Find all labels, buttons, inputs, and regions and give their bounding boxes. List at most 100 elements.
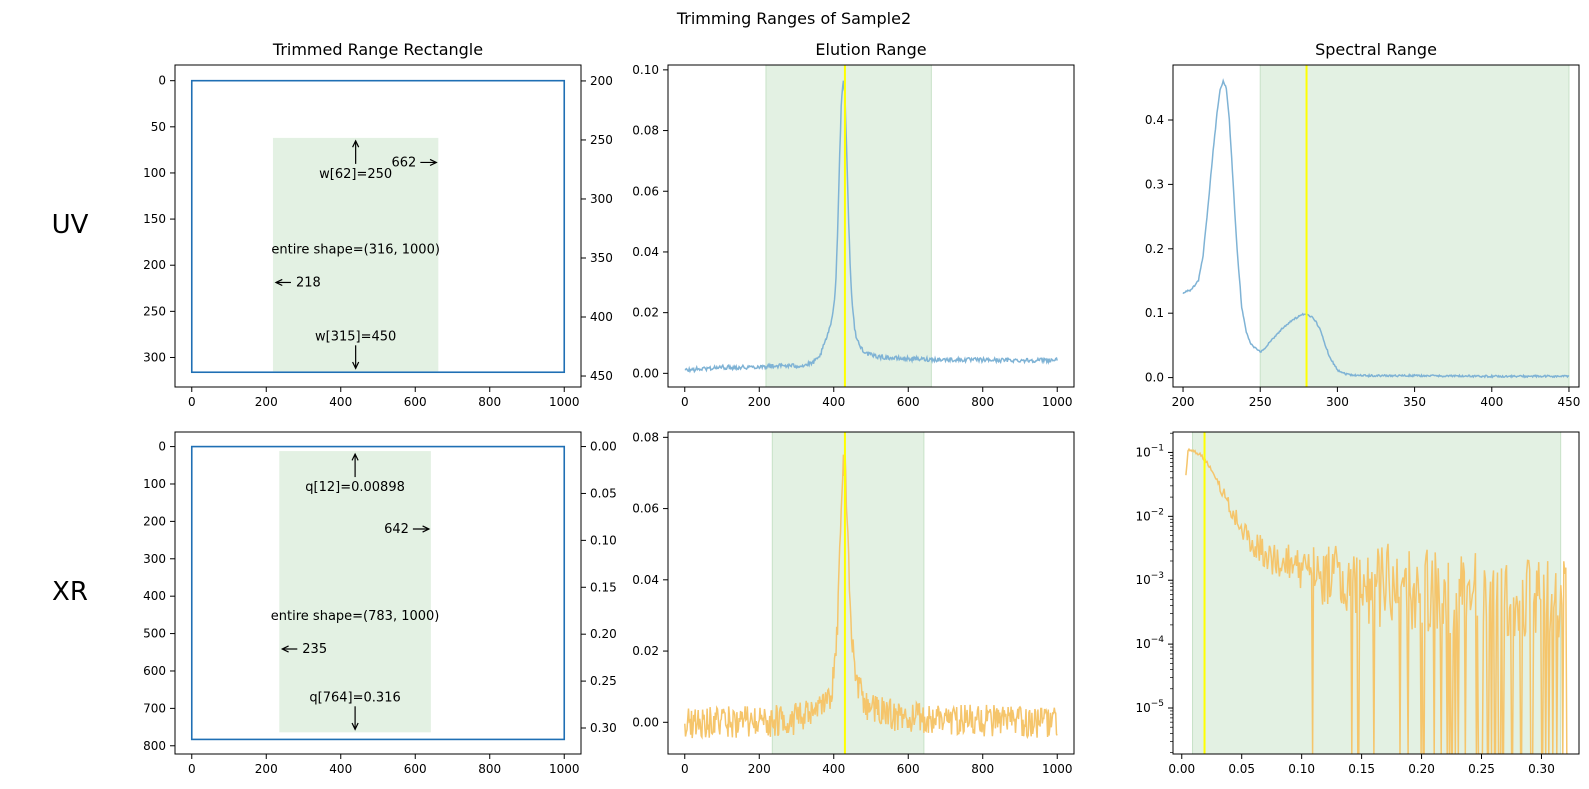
top-arrow-head <box>352 139 360 148</box>
bottom-arrow-head <box>351 722 359 731</box>
x-tick-label: 0 <box>681 395 689 409</box>
y-tick-label: 0.04 <box>632 573 659 587</box>
xr-rectangle-panel: q[12]=0.00898 q[764]=0.316 642 entire shape… <box>143 431 617 776</box>
y-tick-label: 0.3 <box>1145 177 1164 191</box>
axes-frame <box>667 64 1075 388</box>
left-arrow-head <box>280 645 289 653</box>
axes-frame <box>1172 431 1580 755</box>
y-tick-exponent: −3 <box>1151 571 1164 581</box>
right-tick-label: 0.20 <box>590 627 617 641</box>
right-tick-label: 200 <box>590 74 613 88</box>
y-tick-exponent: −5 <box>1151 699 1164 709</box>
y-tick-label: 0 <box>158 74 166 88</box>
x-tick-label: 200 <box>255 395 278 409</box>
x-tick-label: 600 <box>404 395 427 409</box>
right-tick-label: 0.10 <box>590 533 617 547</box>
selected-range-band <box>1192 431 1562 755</box>
axes-frame <box>174 431 582 755</box>
x-tick-label: 1000 <box>1042 395 1073 409</box>
left-edge-label: 218 <box>296 275 321 290</box>
y-tick-label: 0.0 <box>1145 371 1164 385</box>
uv-rectangle-panel: Trimmed Range Rectangle w[62]=250 w[315]=4… <box>143 40 613 409</box>
y-tick-label: 250 <box>143 304 166 318</box>
y-tick-label: 300 <box>143 350 166 364</box>
y-tick-base: 10 <box>1135 509 1150 523</box>
right-arrow-head <box>422 525 431 533</box>
row-label-uv: UV <box>52 210 89 240</box>
x-tick-label: 300 <box>1326 395 1349 409</box>
selected-range-band <box>771 431 925 755</box>
x-tick-label: 1000 <box>549 395 580 409</box>
trimmed-range-rect <box>279 451 431 733</box>
right-arrow-head <box>429 158 438 167</box>
right-edge-label: 662 <box>392 155 417 170</box>
y-tick-label: 500 <box>143 627 166 641</box>
y-tick-label: 10−3 <box>1135 571 1164 587</box>
right-tick-label: 0.15 <box>590 580 617 594</box>
x-tick-label: 0.10 <box>1288 762 1315 776</box>
x-tick-label: 450 <box>1558 395 1581 409</box>
panel-title: Spectral Range <box>1315 40 1437 59</box>
y-tick-exponent: −4 <box>1151 635 1165 645</box>
left-arrow-head <box>274 278 283 287</box>
right-tick-label: 0.00 <box>590 440 617 454</box>
y-tick-label: 10−5 <box>1135 699 1164 715</box>
data-series-line <box>1182 78 1570 379</box>
y-tick-label: 0.02 <box>632 644 659 658</box>
data-series-line <box>684 80 1058 374</box>
y-tick-base: 10 <box>1135 445 1150 459</box>
x-tick-label: 0.30 <box>1528 762 1555 776</box>
x-tick-label: 600 <box>897 395 920 409</box>
x-tick-label: 400 <box>329 762 352 776</box>
xr-spectral-panel: 0.00 0.05 0.10 0.15 0.20 0.25 0.3010−510−410−3… <box>1135 431 1580 776</box>
y-tick-label: 0.10 <box>632 63 659 77</box>
y-tick-exponent: −1 <box>1151 443 1164 453</box>
entire-shape-label: entire shape=(316, 1000) <box>271 242 440 257</box>
y-tick-label: 0.1 <box>1145 306 1164 320</box>
x-tick-label: 250 <box>1249 395 1272 409</box>
right-tick-label: 450 <box>590 369 613 383</box>
y-tick-label: 0.00 <box>632 366 659 380</box>
y-tick-label: 400 <box>143 589 166 603</box>
right-tick-label: 350 <box>590 251 613 265</box>
x-tick-label: 0.00 <box>1168 762 1195 776</box>
y-tick-label: 0.02 <box>632 306 659 320</box>
x-tick-label: 800 <box>478 395 501 409</box>
y-tick-label: 100 <box>143 166 166 180</box>
data-series-line <box>684 448 1058 740</box>
right-tick-label: 250 <box>590 133 613 147</box>
y-tick-base: 10 <box>1135 573 1150 587</box>
x-tick-label: 1000 <box>1042 762 1073 776</box>
row-label-xr: XR <box>52 577 88 607</box>
y-tick-label: 0.00 <box>632 715 659 729</box>
x-tick-label: 200 <box>255 762 278 776</box>
y-tick-label: 100 <box>143 477 166 491</box>
x-tick-label: 350 <box>1403 395 1426 409</box>
y-tick-label: 0.4 <box>1145 113 1164 127</box>
y-tick-label: 600 <box>143 664 166 678</box>
y-tick-label: 0.08 <box>632 124 659 138</box>
y-tick-label: 700 <box>143 701 166 715</box>
right-tick-label: 0.25 <box>590 674 617 688</box>
y-tick-label: 150 <box>143 212 166 226</box>
trimmed-range-rect <box>272 137 439 372</box>
x-tick-label: 600 <box>897 762 920 776</box>
y-tick-label: 200 <box>143 258 166 272</box>
x-tick-label: 0.25 <box>1468 762 1495 776</box>
x-tick-label: 800 <box>971 762 994 776</box>
y-tick-label: 10−1 <box>1135 443 1164 459</box>
x-tick-label: 0 <box>188 395 196 409</box>
x-tick-label: 0.05 <box>1228 762 1255 776</box>
y-tick-label: 200 <box>143 514 166 528</box>
right-tick-label: 0.30 <box>590 721 617 735</box>
y-tick-base: 10 <box>1135 701 1150 715</box>
x-tick-label: 400 <box>1480 395 1503 409</box>
x-tick-label: 400 <box>329 395 352 409</box>
right-tick-label: 400 <box>590 310 613 324</box>
x-tick-label: 400 <box>822 395 845 409</box>
x-tick-label: 800 <box>478 762 501 776</box>
axes-frame <box>1172 64 1580 388</box>
entire-shape-label: entire shape=(783, 1000) <box>271 609 440 624</box>
bottom-index-label: q[764]=0.316 <box>309 690 400 705</box>
